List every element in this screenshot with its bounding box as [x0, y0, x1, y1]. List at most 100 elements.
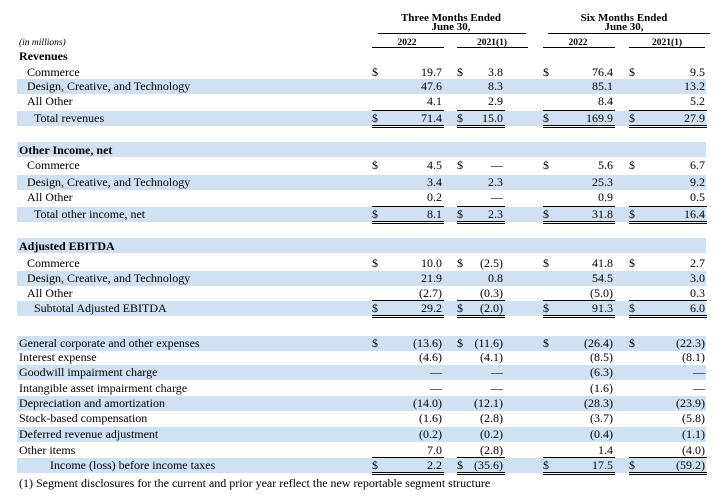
value-cell: 27.9: [684, 111, 705, 125]
value-cell: (6.3): [590, 365, 613, 379]
row-label: Design, Creative, and Technology: [27, 175, 191, 189]
value-cell: (11.6): [474, 336, 503, 350]
currency-symbol: $: [629, 336, 635, 350]
col-header-2022-three: 2022: [397, 38, 417, 48]
footnote: (1) Segment disclosures for the current …: [19, 476, 491, 490]
total-rule: [543, 223, 615, 224]
value-cell: 13.2: [684, 79, 705, 93]
row-label: All Other: [27, 190, 73, 204]
value-cell: (1.6): [590, 381, 613, 395]
currency-symbol: $: [629, 256, 635, 270]
six-months-header-line2: June 30,: [604, 21, 644, 33]
value-cell: (4.1): [480, 350, 503, 364]
row-label: Intangible asset impairment charge: [19, 381, 188, 395]
total-rule: [457, 223, 505, 224]
currency-symbol: $: [372, 158, 378, 172]
value-cell: 10.0: [421, 256, 442, 270]
value-cell: 0.9: [598, 190, 613, 204]
subtotal-rule: [629, 457, 707, 458]
col-header-2022-six: 2022: [568, 38, 588, 48]
value-cell: 91.3: [592, 301, 613, 315]
row-label: Total other income, net: [34, 207, 146, 221]
section-title: Revenues: [19, 49, 68, 63]
subtotal-rule: [629, 206, 707, 207]
value-cell: 19.7: [421, 65, 442, 79]
value-cell: (3.7): [590, 411, 613, 425]
total-rule: [457, 125, 505, 126]
value-cell: 3.8: [488, 65, 503, 79]
currency-symbol: $: [457, 301, 463, 315]
value-cell: (28.3): [584, 396, 613, 410]
currency-symbol: $: [543, 256, 549, 270]
currency-symbol: $: [372, 111, 378, 125]
row-shade: [17, 336, 706, 351]
row-label: Design, Creative, and Technology: [27, 79, 191, 93]
total-rule: [629, 315, 707, 316]
col-header-2021-three: 2021(1): [476, 38, 508, 48]
value-cell: (0.2): [480, 427, 503, 441]
value-cell: (23.9): [676, 396, 705, 410]
value-cell: (12.1): [474, 396, 503, 410]
total-rule: [457, 317, 505, 318]
currency-symbol: $: [457, 458, 463, 472]
subtotal-rule: [629, 110, 707, 111]
currency-symbol: $: [457, 336, 463, 350]
value-cell: 5.2: [690, 94, 705, 108]
value-cell: 41.8: [592, 256, 613, 270]
total-rule: [457, 472, 505, 473]
currency-symbol: $: [457, 256, 463, 270]
section-title: Other Income, net: [19, 143, 113, 157]
value-cell: 8.4: [598, 94, 613, 108]
value-cell: (5.0): [590, 286, 613, 300]
total-rule: [543, 472, 615, 473]
col-rule-4: [629, 47, 705, 48]
currency-symbol: $: [543, 336, 549, 350]
currency-symbol: $: [629, 158, 635, 172]
row-label: Commerce: [27, 158, 80, 172]
value-cell: 6.0: [690, 301, 705, 315]
currency-symbol: $: [457, 65, 463, 79]
value-cell: 0.5: [690, 190, 705, 204]
value-cell: 2.3: [488, 207, 503, 221]
row-label: Interest expense: [19, 350, 97, 364]
value-cell: 15.0: [482, 111, 503, 125]
total-rule: [372, 317, 444, 318]
currency-symbol: $: [372, 207, 378, 221]
value-cell: 21.9: [421, 271, 442, 285]
col-rule-2: [457, 47, 528, 48]
total-rule: [629, 472, 707, 473]
value-cell: 3.4: [427, 175, 442, 189]
currency-symbol: $: [457, 111, 463, 125]
value-cell: (4.0): [682, 443, 705, 457]
value-cell: (0.3): [480, 286, 503, 300]
total-rule: [543, 474, 615, 475]
row-label: All Other: [27, 94, 73, 108]
value-cell: 3.0: [690, 271, 705, 285]
value-cell: 8.3: [488, 79, 503, 93]
total-rule: [543, 315, 615, 316]
value-cell: 2.3: [488, 175, 503, 189]
subtotal-rule: [372, 206, 444, 207]
total-rule: [372, 315, 444, 316]
value-cell: (2.8): [480, 443, 503, 457]
total-rule: [543, 127, 615, 128]
value-cell: (26.4): [584, 336, 613, 350]
value-cell: 4.5: [427, 158, 442, 172]
total-rule: [629, 125, 707, 126]
row-shade: [17, 301, 706, 316]
value-cell: (8.5): [590, 350, 613, 364]
currency-symbol: $: [372, 65, 378, 79]
value-cell: —: [491, 158, 503, 172]
row-label: Deferred revenue adjustment: [19, 427, 159, 441]
value-cell: (8.1): [682, 350, 705, 364]
currency-symbol: $: [372, 301, 378, 315]
total-rule: [372, 127, 444, 128]
row-label: Subtotal Adjusted EBITDA: [34, 301, 167, 315]
value-cell: (35.6): [474, 458, 503, 472]
currency-symbol: $: [372, 458, 378, 472]
six-months-header-line1: Six Months Ended: [580, 12, 668, 24]
currency-symbol: $: [629, 111, 635, 125]
row-label: Depreciation and amortization: [19, 396, 165, 410]
subtotal-rule: [372, 300, 444, 301]
row-label: Stock-based compensation: [19, 411, 148, 425]
